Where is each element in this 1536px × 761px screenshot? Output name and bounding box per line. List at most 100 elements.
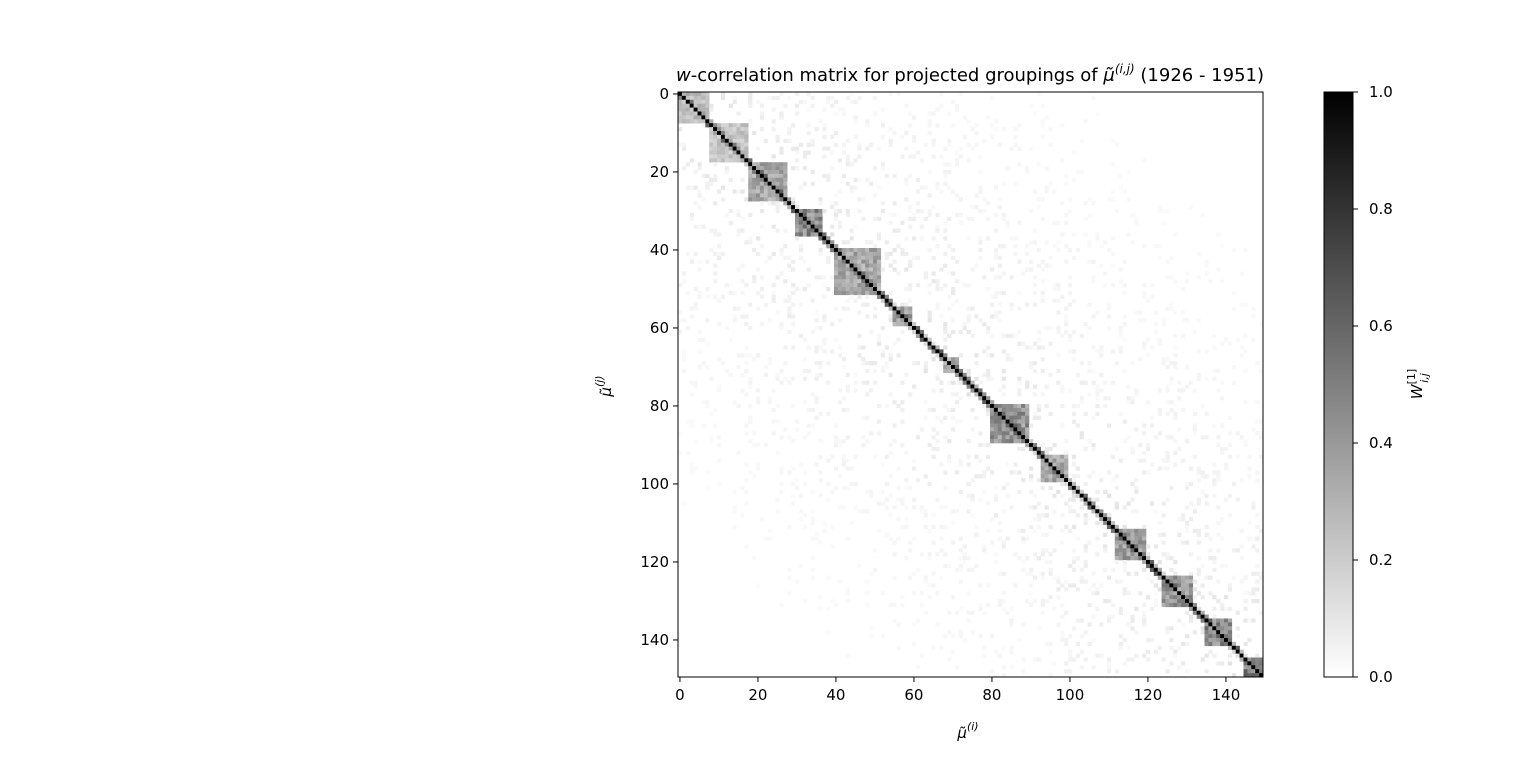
heatmap-cell [900, 220, 905, 225]
heatmap-cell [1009, 439, 1014, 444]
heatmap-cell [865, 240, 870, 245]
heatmap-cell [962, 560, 967, 565]
heatmap-cell [787, 310, 792, 315]
heatmap-cell [1212, 634, 1217, 639]
heatmap-cell [1130, 212, 1135, 218]
heatmap-cell [717, 251, 722, 257]
heatmap-cell [1036, 556, 1041, 561]
heatmap-cell [1259, 322, 1264, 327]
heatmap-cell [1177, 583, 1182, 588]
heatmap-cell [1142, 294, 1147, 299]
heatmap-cell [787, 298, 792, 303]
heatmap-cell [740, 228, 745, 233]
heatmap-cell [830, 95, 835, 101]
heatmap-cell [1021, 528, 1026, 533]
heatmap-cell [869, 431, 874, 436]
heatmap-cell [1064, 322, 1069, 327]
heatmap-cell [1192, 587, 1197, 592]
heatmap-cell [1032, 505, 1038, 510]
heatmap-cell [1192, 454, 1197, 459]
heatmap-cell [896, 310, 901, 315]
heatmap-cell [1142, 560, 1147, 565]
heatmap-cell [826, 95, 831, 101]
heatmap-cell [1255, 579, 1260, 584]
heatmap-cell [966, 509, 971, 514]
heatmap-cell [1056, 462, 1061, 467]
heatmap-cell [993, 119, 999, 124]
heatmap-cell [873, 283, 878, 288]
heatmap-cell [908, 283, 913, 288]
heatmap-cell [1227, 513, 1233, 518]
heatmap-cell [779, 197, 784, 202]
heatmap-cell [802, 166, 807, 171]
heatmap-cell [931, 513, 936, 518]
heatmap-cell [857, 255, 862, 260]
heatmap-cell [795, 427, 800, 432]
heatmap-cell [904, 103, 909, 108]
heatmap-cell [1196, 567, 1201, 572]
heatmap-cell [1079, 665, 1084, 670]
heatmap-cell [689, 185, 694, 190]
heatmap-cell [1079, 567, 1084, 572]
heatmap-cell [841, 251, 846, 257]
heatmap-cell [1122, 548, 1127, 553]
heatmap-cell [1064, 501, 1069, 506]
heatmap-cell [896, 645, 901, 650]
heatmap-cell [748, 197, 753, 202]
heatmap-cell [997, 388, 1002, 393]
heatmap-cell [978, 380, 983, 385]
heatmap-cell [1247, 454, 1252, 459]
heatmap-cell [1212, 345, 1217, 350]
heatmap-cell [693, 384, 698, 389]
heatmap-cell [1239, 271, 1244, 276]
heatmap-cell [876, 271, 882, 276]
heatmap-cell [1204, 626, 1209, 631]
heatmap-cell [1165, 275, 1170, 280]
heatmap-cell [1134, 653, 1139, 658]
heatmap-cell [1227, 587, 1233, 592]
heatmap-cell [1142, 618, 1147, 623]
heatmap-cell [849, 251, 854, 257]
heatmap-cell [713, 127, 718, 132]
heatmap-cell [783, 298, 788, 303]
heatmap-cell [1071, 657, 1077, 662]
heatmap-cell [767, 193, 772, 198]
heatmap-cell [756, 189, 761, 194]
heatmap-cell [795, 92, 800, 97]
heatmap-cell [1110, 602, 1116, 608]
heatmap-cell [951, 255, 956, 260]
heatmap-cell [919, 653, 924, 658]
heatmap-cell [1216, 521, 1221, 526]
heatmap-cell [732, 95, 737, 101]
heatmap-cell [1064, 450, 1069, 455]
heatmap-cell [927, 119, 932, 124]
heatmap-cell [1075, 556, 1080, 561]
heatmap-cell [1130, 657, 1135, 662]
heatmap-cell [1231, 482, 1236, 487]
heatmap-cell [1009, 415, 1014, 420]
heatmap-cell [837, 271, 843, 276]
heatmap-cell [1126, 384, 1131, 389]
heatmap-cell [1052, 458, 1057, 463]
heatmap-cell [1251, 665, 1256, 670]
heatmap-cell [701, 115, 706, 120]
heatmap-cell [861, 263, 866, 268]
heatmap-cell [1157, 571, 1162, 576]
heatmap-cell [1029, 591, 1034, 596]
heatmap-cell [943, 326, 948, 331]
heatmap-cell [798, 142, 804, 147]
heatmap-cell [1075, 248, 1080, 253]
heatmap-cell [861, 251, 866, 257]
heatmap-cell [990, 470, 995, 475]
heatmap-cell [880, 209, 885, 214]
heatmap-cell [931, 279, 936, 284]
heatmap-cell [795, 228, 800, 233]
heatmap-cell [1134, 571, 1139, 576]
heatmap-cell [834, 244, 839, 249]
heatmap-cell [705, 485, 710, 491]
heatmap-cell [939, 353, 944, 358]
heatmap-cell [1017, 220, 1022, 225]
heatmap-cell [810, 209, 815, 214]
heatmap-cell [763, 193, 768, 198]
heatmap-cell [861, 435, 866, 440]
